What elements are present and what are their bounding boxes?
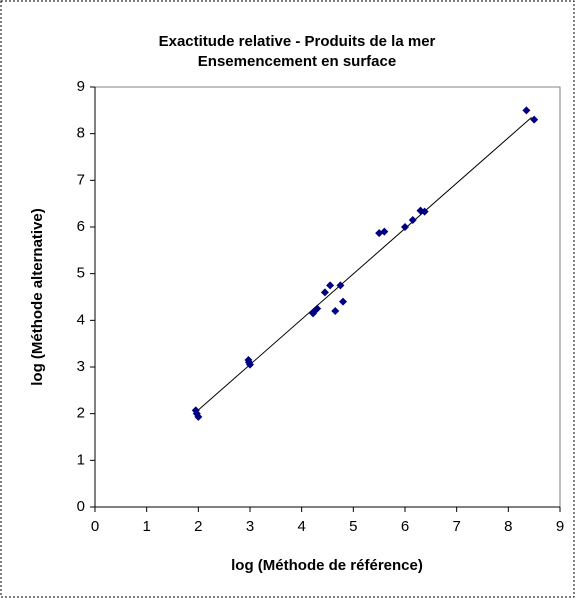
y-tick-label: 5 bbox=[77, 265, 85, 282]
x-tick-label: 8 bbox=[504, 518, 512, 535]
y-tick-label: 7 bbox=[77, 171, 85, 188]
point bbox=[313, 304, 322, 313]
y-tick-label: 2 bbox=[77, 405, 85, 422]
y-tick-label: 3 bbox=[77, 358, 85, 375]
point bbox=[244, 358, 253, 367]
y-tick-label: 6 bbox=[77, 218, 85, 235]
x-tick-label: 4 bbox=[297, 518, 305, 535]
point bbox=[380, 227, 389, 236]
point bbox=[326, 281, 335, 290]
x-tick-label: 0 bbox=[91, 518, 99, 535]
x-tick-label: 6 bbox=[401, 518, 409, 535]
point bbox=[522, 106, 531, 115]
x-tick-label: 3 bbox=[246, 518, 254, 535]
y-tick-label: 9 bbox=[77, 78, 85, 95]
x-tick-label: 1 bbox=[142, 518, 150, 535]
x-tick-label: 2 bbox=[194, 518, 202, 535]
y-tick-label: 0 bbox=[77, 498, 85, 515]
x-axis-label: log (Méthode de référence) bbox=[231, 557, 423, 574]
point bbox=[331, 307, 340, 315]
point bbox=[408, 216, 417, 224]
x-tick-label: 9 bbox=[556, 518, 564, 535]
chart-subtitle: Ensemencement en surface bbox=[198, 53, 396, 70]
point bbox=[320, 288, 329, 297]
point bbox=[336, 281, 345, 290]
y-tick-label: 8 bbox=[77, 125, 85, 142]
point bbox=[420, 207, 429, 216]
y-tick-label: 1 bbox=[77, 451, 85, 468]
x-tick-label: 5 bbox=[349, 518, 357, 535]
point bbox=[309, 309, 318, 318]
point bbox=[192, 409, 201, 418]
point bbox=[401, 223, 409, 231]
x-tick-label: 7 bbox=[452, 518, 460, 535]
point bbox=[339, 297, 347, 306]
y-axis-label: log (Méthode alternative) bbox=[29, 208, 46, 386]
y-tick-label: 4 bbox=[77, 311, 85, 328]
point bbox=[530, 115, 539, 124]
chart-title: Exactitude relative - Produits de la mer bbox=[159, 33, 436, 50]
